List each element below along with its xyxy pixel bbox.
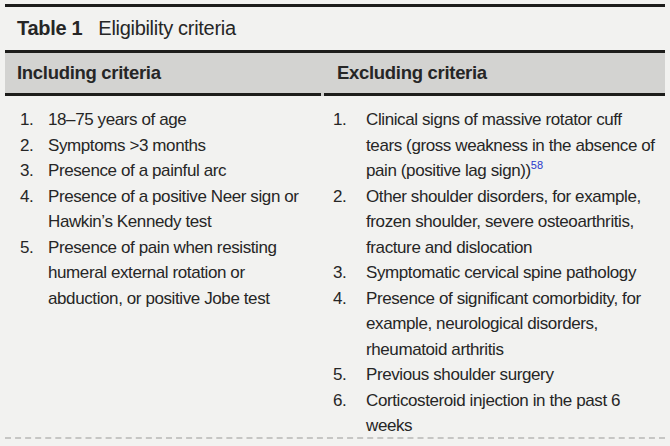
list-item: 4.Presence of significant comorbidity, f…	[333, 286, 665, 363]
table-title: Eligibility criteria	[98, 17, 235, 40]
table-number-label: Table 1	[17, 17, 82, 40]
item-text: Clinical signs of massive rotator cuff t…	[366, 107, 661, 184]
list-item: 4.Presence of a positive Neer sign or Ha…	[20, 184, 323, 235]
list-item: 5.Previous shoulder surgery	[333, 362, 665, 388]
reference-link[interactable]: 58	[531, 159, 543, 171]
list-item: 5.Presence of pain when resisting humera…	[20, 235, 323, 312]
item-number: 5.	[333, 362, 366, 388]
including-criteria-column: 1.18–75 years of age2.Symptoms >3 months…	[5, 107, 323, 439]
item-text: 18–75 years of age	[48, 107, 315, 133]
including-criteria-list: 1.18–75 years of age2.Symptoms >3 months…	[20, 107, 323, 311]
item-text: Corticosteroid injection in the past 6 w…	[366, 388, 661, 439]
item-text: Symptoms >3 months	[48, 133, 315, 159]
item-number: 3.	[333, 260, 366, 286]
item-number: 2.	[20, 133, 48, 159]
list-item: 2.Other shoulder disorders, for example,…	[333, 184, 665, 261]
list-item: 1.Clinical signs of massive rotator cuff…	[333, 107, 665, 184]
item-number: 1.	[333, 107, 366, 184]
item-number: 4.	[333, 286, 366, 363]
header-rule-break	[321, 93, 324, 96]
item-text: Symptomatic cervical spine pathology	[366, 260, 661, 286]
item-number: 4.	[20, 184, 48, 235]
item-text: Presence of a positive Neer sign or Hawk…	[48, 184, 315, 235]
item-number: 3.	[20, 158, 48, 184]
table-bottom-rule	[5, 437, 665, 439]
item-text: Previous shoulder surgery	[366, 362, 661, 388]
item-text: Presence of pain when resisting humeral …	[48, 235, 315, 312]
item-text: Presence of a painful arc	[48, 158, 315, 184]
table-caption: Table 1 Eligibility criteria	[5, 7, 665, 50]
column-header-including: Including criteria	[5, 62, 323, 84]
excluding-criteria-list: 1.Clinical signs of massive rotator cuff…	[333, 107, 665, 439]
item-number: 5.	[20, 235, 48, 312]
list-item: 1.18–75 years of age	[20, 107, 323, 133]
item-number: 1.	[20, 107, 48, 133]
list-item: 3.Symptomatic cervical spine pathology	[333, 260, 665, 286]
eligibility-criteria-table: Table 1 Eligibility criteria Including c…	[5, 4, 665, 439]
list-item: 6.Corticosteroid injection in the past 6…	[333, 388, 665, 439]
column-header-excluding: Excluding criteria	[323, 62, 665, 84]
item-text: Presence of significant comorbidity, for…	[366, 286, 661, 363]
table-header-row: Including criteria Excluding criteria	[5, 50, 665, 96]
table-body: 1.18–75 years of age2.Symptoms >3 months…	[5, 96, 665, 439]
item-number: 2.	[333, 184, 366, 261]
list-item: 3.Presence of a painful arc	[20, 158, 323, 184]
item-text: Other shoulder disorders, for example, f…	[366, 184, 661, 261]
list-item: 2.Symptoms >3 months	[20, 133, 323, 159]
item-number: 6.	[333, 388, 366, 439]
excluding-criteria-column: 1.Clinical signs of massive rotator cuff…	[323, 107, 665, 439]
